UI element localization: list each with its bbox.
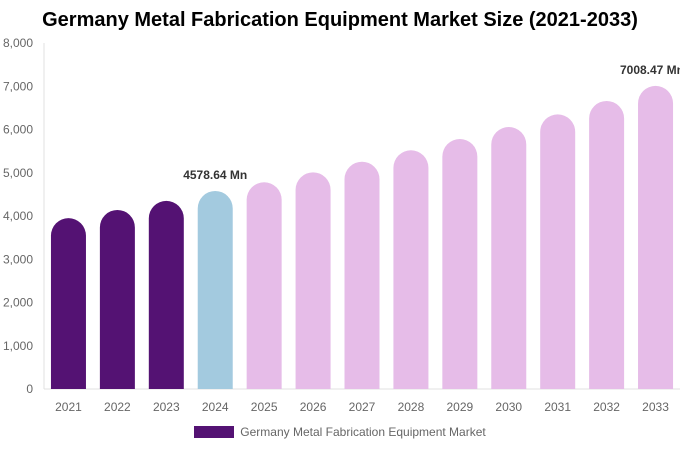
bar-2032 — [589, 100, 625, 389]
y-tick-label: 7,000 — [3, 79, 33, 93]
bar-2027 — [344, 161, 380, 389]
x-tick-label: 2025 — [251, 400, 278, 414]
legend: Germany Metal Fabrication Equipment Mark… — [0, 425, 680, 439]
y-tick-label: 0 — [26, 382, 33, 396]
y-tick-label: 8,000 — [3, 36, 33, 50]
x-tick-label: 2023 — [153, 400, 180, 414]
bar-2025 — [246, 182, 282, 389]
data-label-2033: 7008.47 Mn — [620, 63, 680, 77]
bar-2033 — [638, 85, 674, 390]
y-tick-label: 3,000 — [3, 252, 33, 266]
x-tick-label: 2022 — [104, 400, 131, 414]
x-tick-label: 2024 — [202, 400, 229, 414]
bar-2030 — [491, 126, 527, 389]
y-tick-label: 6,000 — [3, 123, 33, 137]
x-tick-label: 2026 — [300, 400, 327, 414]
chart-title: Germany Metal Fabrication Equipment Mark… — [42, 9, 638, 31]
x-tick-label: 2032 — [593, 400, 620, 414]
x-tick-label: 2021 — [55, 400, 82, 414]
bar-2024 — [197, 190, 233, 389]
bar-2029 — [442, 139, 478, 389]
bar-2021 — [50, 218, 86, 389]
x-tick-label: 2027 — [349, 400, 376, 414]
bar-2031 — [540, 114, 576, 390]
legend-swatch — [194, 426, 235, 438]
y-tick-label: 4,000 — [3, 209, 33, 223]
y-tick-label: 1,000 — [3, 339, 33, 353]
y-tick-label: 5,000 — [3, 166, 33, 180]
data-label-2024: 4578.64 Mn — [183, 168, 247, 182]
x-tick-label: 2031 — [544, 400, 571, 414]
bar-2026 — [295, 172, 331, 389]
x-tick-label: 2029 — [446, 400, 473, 414]
bar-2028 — [393, 150, 429, 389]
x-tick-label: 2030 — [495, 400, 522, 414]
x-tick-label: 2033 — [642, 400, 669, 414]
y-tick-label: 2,000 — [3, 296, 33, 310]
bar-2023 — [148, 200, 184, 389]
bar-2022 — [99, 209, 135, 389]
legend-label: Germany Metal Fabrication Equipment Mark… — [240, 425, 486, 439]
x-tick-label: 2028 — [398, 400, 425, 414]
